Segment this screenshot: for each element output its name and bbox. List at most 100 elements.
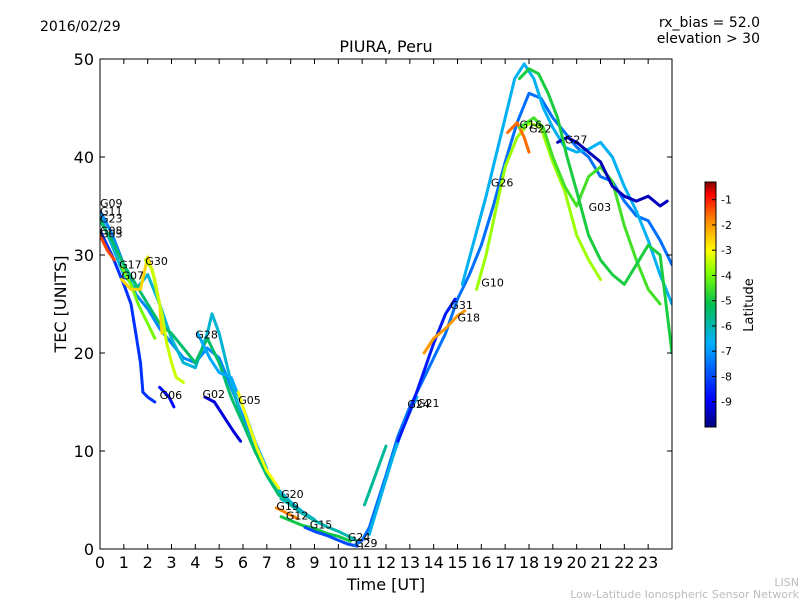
series-line-g19 [274, 506, 300, 521]
colorbar-ticks: -1 -2 -3 -4 -5 -6 -7 -8 -9 [712, 194, 732, 409]
series-label-g21: G21 [417, 397, 440, 410]
x-tick-label: 7 [262, 553, 272, 572]
series-line-g03 [100, 233, 116, 262]
date-label: 2016/02/29 [40, 19, 121, 35]
series-line-g24 [363, 444, 388, 507]
rx-bias-label: rx_bias = 52.0 [659, 15, 760, 31]
colorbar-tick-label: -8 [721, 370, 732, 383]
elevation-label: elevation > 30 [657, 31, 760, 47]
series-line-g01 [518, 67, 672, 355]
series-label-g28: G28 [195, 328, 218, 341]
x-tick-label: 18 [519, 553, 539, 572]
series-label-g02: G02 [203, 388, 226, 401]
series-label-g31: G31 [450, 299, 473, 312]
x-tick-label: 22 [614, 553, 634, 572]
series-line-g26 [460, 62, 672, 306]
series-label-g12: G12 [286, 510, 309, 523]
x-tick-label: 9 [309, 553, 319, 572]
x-tick-label: 6 [238, 553, 248, 572]
series-label-g11: G11 [100, 205, 123, 218]
x-tick-label: 16 [471, 553, 491, 572]
x-tick-label: 1 [119, 553, 129, 572]
colorbar-tick-label: -3 [721, 244, 732, 257]
series-label-g06: G06 [160, 389, 183, 402]
colorbar-tick-label: -9 [721, 396, 732, 409]
series-label-g26: G26 [491, 176, 514, 189]
y-axis-label: TEC [UNITS] [51, 256, 70, 354]
series-line-g30 [143, 258, 185, 384]
series-label-g22: G22 [529, 123, 552, 136]
series-line-g05 [236, 390, 281, 490]
series-line-g27 [556, 135, 669, 208]
series-label-g05: G05 [238, 394, 261, 407]
credit-lisn: LISN [774, 576, 799, 589]
series-label-g08: G08 [100, 224, 123, 237]
x-tick-label: 15 [447, 553, 467, 572]
series-line-g17 [120, 265, 157, 340]
series-label-g20: G20 [281, 488, 304, 501]
x-axis-label: Time [UT] [346, 575, 425, 594]
y-tick-label: 10 [74, 442, 94, 461]
chart-title: PIURA, Peru [339, 37, 432, 56]
series-label-g03: G03 [100, 227, 123, 240]
series-label-g24: G24 [407, 398, 430, 411]
series-line-g11 [100, 219, 293, 507]
series-line-g15 [303, 525, 359, 548]
series-label-g09: G09 [100, 197, 123, 210]
x-tick-label: 8 [286, 553, 296, 572]
series-layer [100, 62, 672, 548]
series-label-g23: G23 [100, 213, 123, 226]
colorbar-tick-label: -5 [721, 295, 732, 308]
series-label-g18: G18 [458, 312, 481, 325]
colorbar-tick-label: -7 [721, 345, 732, 358]
y-tick-label: 20 [74, 344, 94, 363]
series-label-g16: G16 [520, 119, 543, 132]
series-line-g08 [100, 229, 157, 404]
series-label-g27: G27 [565, 133, 588, 146]
series-label-g07: G07 [122, 270, 145, 283]
x-tick-label: 12 [376, 553, 396, 572]
series-label-g30: G30 [145, 255, 168, 268]
x-tick-label: 3 [166, 553, 176, 572]
colorbar-tick-label: -1 [721, 194, 732, 207]
colorbar-tick-label: -2 [721, 219, 732, 232]
series-label-g10: G10 [481, 276, 504, 289]
x-tick-label: 14 [423, 553, 443, 572]
colorbar-tick-label: -6 [721, 320, 732, 333]
series-line-g10 [475, 121, 602, 291]
series-line-g20 [279, 497, 359, 543]
series-label-g15: G15 [310, 518, 333, 531]
y-tick-label: 50 [74, 50, 94, 69]
series-line-g22 [518, 116, 662, 306]
colorbar [704, 181, 717, 428]
series-line-g02 [203, 395, 243, 443]
colorbar-label: Latitude [742, 278, 757, 332]
series-label-g24: G24 [348, 531, 371, 544]
y-tick-label: 30 [74, 246, 94, 265]
x-tick-label: 13 [400, 553, 420, 572]
series-line-g31 [396, 297, 457, 443]
x-tick-label: 10 [328, 553, 348, 572]
series-label-g29: G29 [355, 537, 378, 550]
x-tick-label: 17 [495, 553, 515, 572]
x-axis: 0 1 2 3 4 5 6 7 8 9 10 11 12 13 14 15 16 17 18 19 20 21 22 23 [95, 59, 658, 572]
credit-network: Low-Latitude Ionospheric Sensor Network [570, 588, 799, 600]
series-line-g16 [506, 121, 531, 154]
x-tick-label: 19 [543, 553, 563, 572]
x-tick-label: 4 [190, 553, 200, 572]
colorbar-tick-label: -4 [721, 269, 732, 282]
series-label-g17: G17 [119, 259, 142, 272]
y-tick-label: 40 [74, 148, 94, 167]
x-tick-label: 23 [638, 553, 658, 572]
series-line-g06 [158, 385, 176, 409]
x-tick-label: 0 [95, 553, 105, 572]
series-label-g03: G03 [589, 201, 612, 214]
x-tick-label: 20 [566, 553, 586, 572]
x-tick-label: 21 [590, 553, 610, 572]
series-line-g12 [279, 515, 352, 543]
x-tick-label: 11 [352, 553, 372, 572]
x-tick-label: 5 [214, 553, 224, 572]
y-tick-label: 0 [84, 540, 94, 559]
